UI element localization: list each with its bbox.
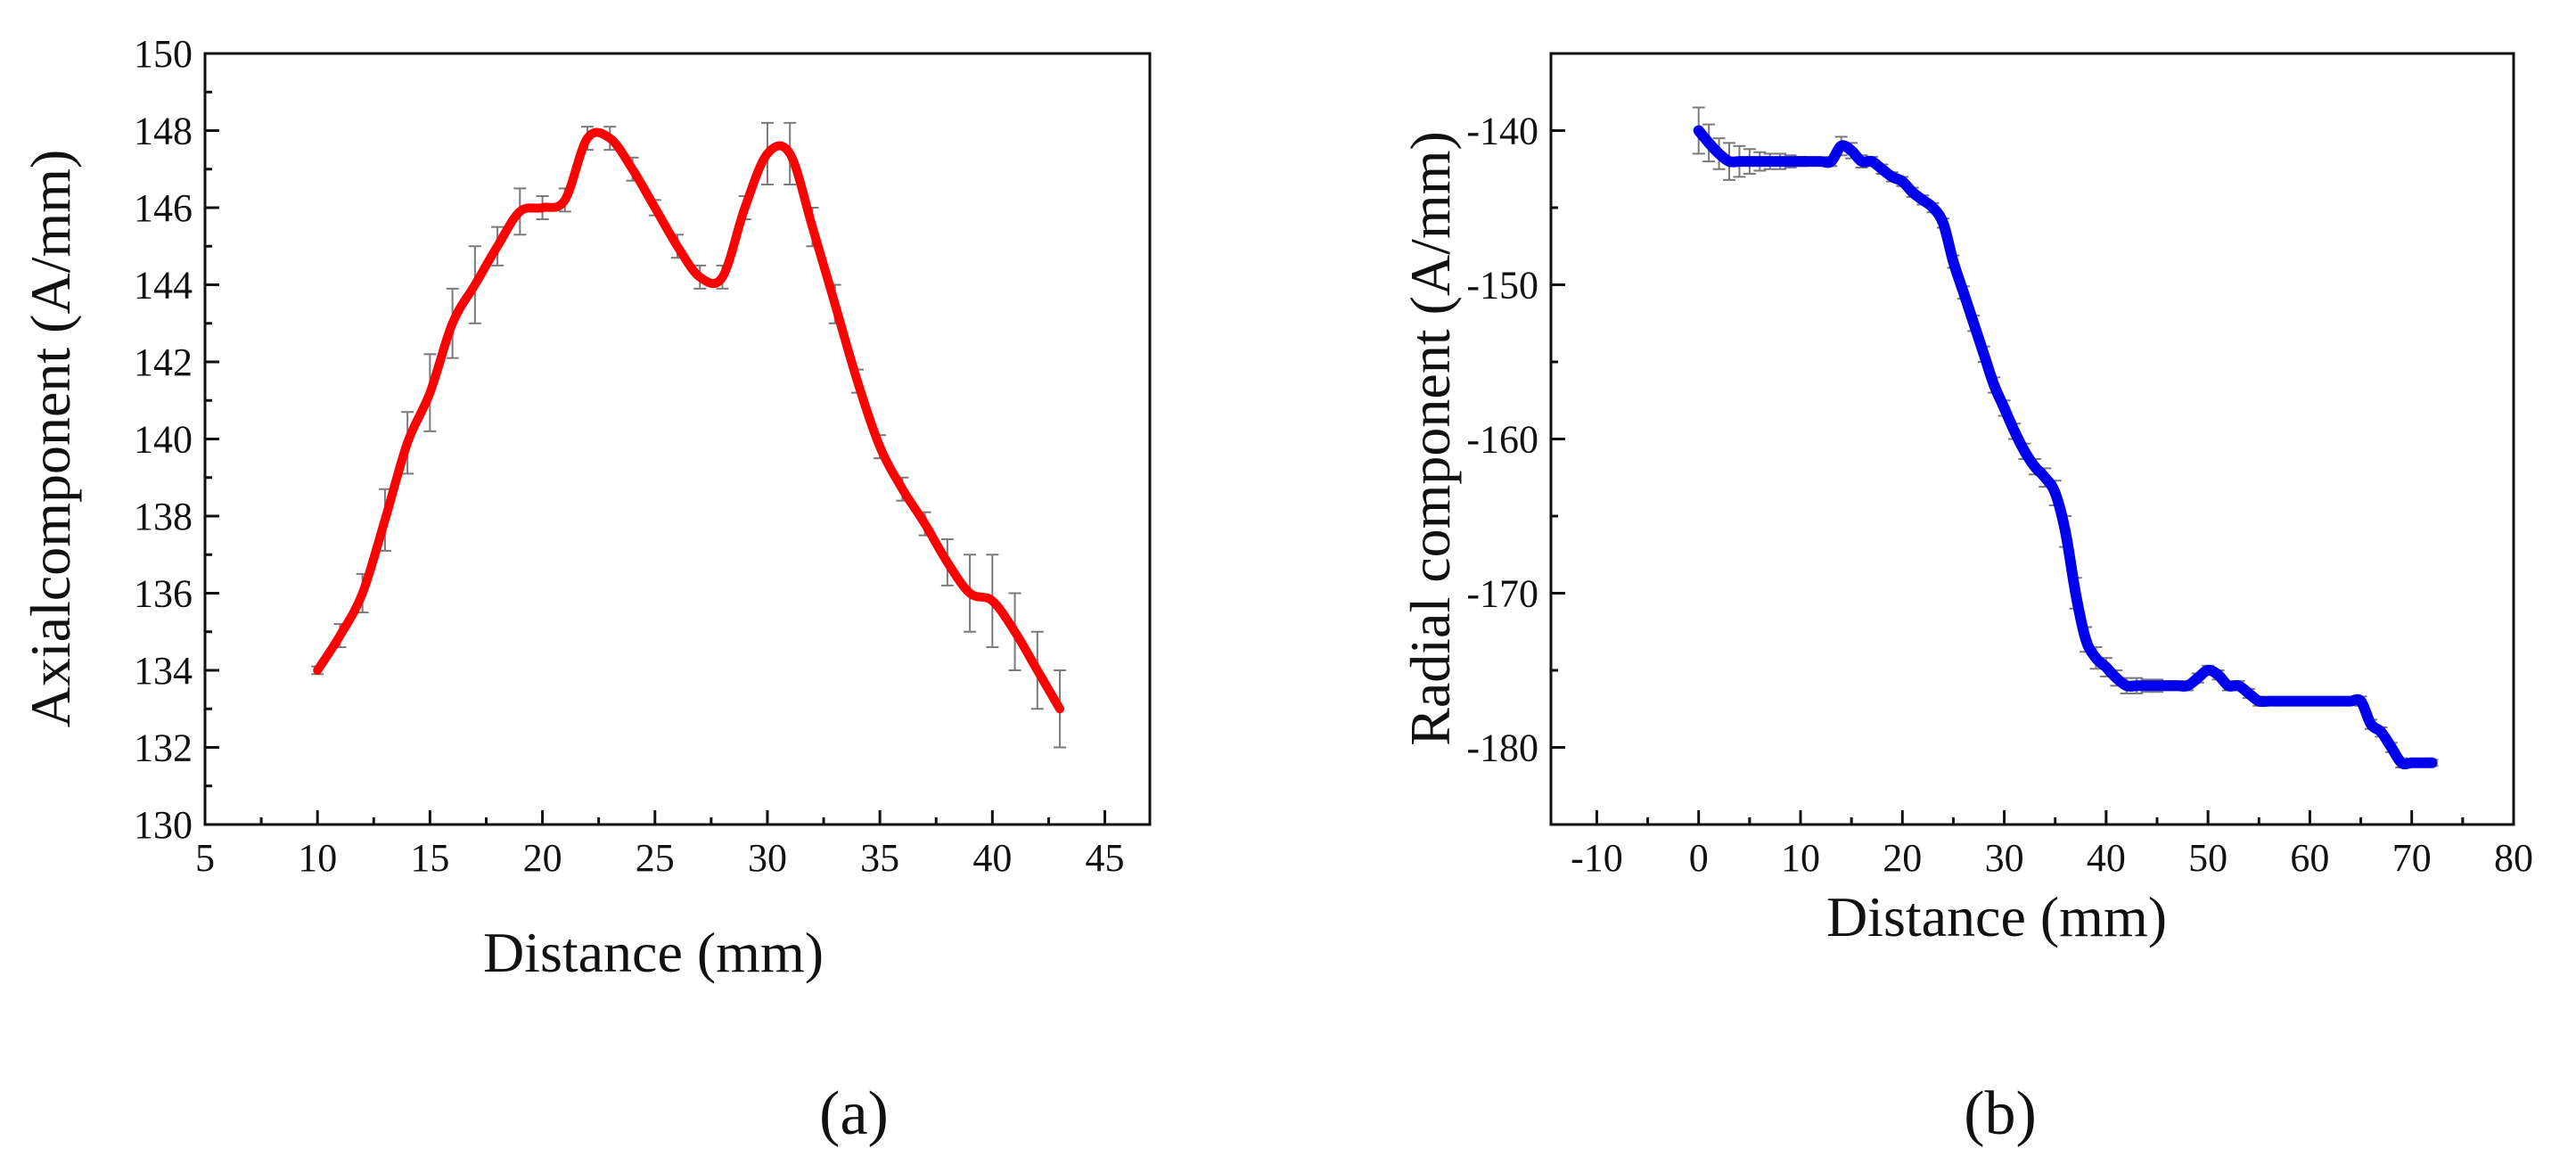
chart-a-error-bars (311, 121, 1067, 749)
y-tick-label: 138 (134, 495, 193, 538)
chart-b-ticks (1551, 129, 2515, 825)
x-tick-label: 25 (636, 836, 675, 880)
y-tick-label: -160 (1466, 418, 1538, 462)
y-tick-label: -180 (1466, 726, 1538, 770)
chart-a-y-tick-labels: 130 132 134 136 138 140 142 144 146 148 150 (134, 32, 193, 847)
x-tick-label: 60 (2290, 836, 2329, 880)
x-tick-label: 30 (748, 836, 787, 880)
y-tick-label: 134 (134, 649, 193, 693)
chart-b-y-axis-title: Radial component (A/mm) (1399, 131, 1462, 746)
x-tick-label: 80 (2494, 836, 2533, 880)
x-tick-label: 10 (298, 836, 337, 880)
x-tick-label: 50 (2188, 836, 2227, 880)
y-tick-label: 148 (134, 110, 193, 153)
y-tick-label: -140 (1466, 110, 1538, 153)
chart-a-panel-label: (a) (819, 1079, 889, 1148)
x-tick-label: -10 (1571, 836, 1623, 880)
y-tick-label: 132 (134, 726, 193, 770)
y-tick-label: -170 (1466, 572, 1538, 616)
chart-a-x-axis-title: Distance (mm) (483, 921, 824, 984)
chart-b-error-bars (1692, 106, 2439, 768)
y-tick-label: 150 (134, 32, 193, 76)
y-tick-label: 130 (134, 803, 193, 847)
y-tick-label: 136 (134, 572, 193, 616)
y-tick-label: 140 (134, 418, 193, 462)
chart-b-x-tick-labels: -10 0 10 20 30 40 50 60 70 80 (1571, 836, 2533, 880)
y-tick-label: 142 (134, 340, 193, 384)
chart-b: -10 0 10 20 30 40 50 60 70 80 -180 -170 -160 -150 -14… (1399, 52, 2533, 1148)
x-tick-label: 40 (2087, 836, 2126, 880)
chart-a-ticks (203, 52, 1107, 826)
chart-a: 5 10 15 20 25 30 35 40 45 1301321341361381401421… (19, 32, 1152, 1148)
y-tick-label: 146 (134, 186, 193, 230)
x-tick-label: 30 (1985, 836, 2024, 880)
x-tick-label: 70 (2392, 836, 2432, 880)
y-tick-label: -150 (1466, 264, 1538, 308)
x-tick-label: 20 (1883, 836, 1922, 880)
x-tick-label: 35 (860, 836, 899, 880)
chart-a-y-axis-title: Axialcomponent (A/mm) (19, 150, 82, 728)
x-tick-label: 5 (195, 836, 215, 880)
chart-b-panel-label: (b) (1964, 1079, 2037, 1148)
chart-b-series-line (1693, 125, 2438, 770)
x-tick-label: 40 (972, 836, 1012, 880)
chart-b-x-axis-title: Distance (mm) (1826, 885, 2167, 948)
x-tick-label: 15 (410, 836, 449, 880)
x-tick-label: 10 (1781, 836, 1820, 880)
y-tick-label: 144 (134, 264, 193, 308)
x-tick-label: 0 (1689, 836, 1709, 880)
x-tick-label: 45 (1086, 836, 1125, 880)
chart-b-y-tick-labels: -180 -170 -160 -150 -140 (1466, 110, 1538, 770)
chart-a-series-line (313, 127, 1064, 714)
chart-a-x-tick-labels: 5 10 15 20 25 30 35 40 45 (195, 836, 1125, 880)
x-tick-label: 20 (523, 836, 562, 880)
chart-a-plot-frame (203, 52, 1152, 826)
